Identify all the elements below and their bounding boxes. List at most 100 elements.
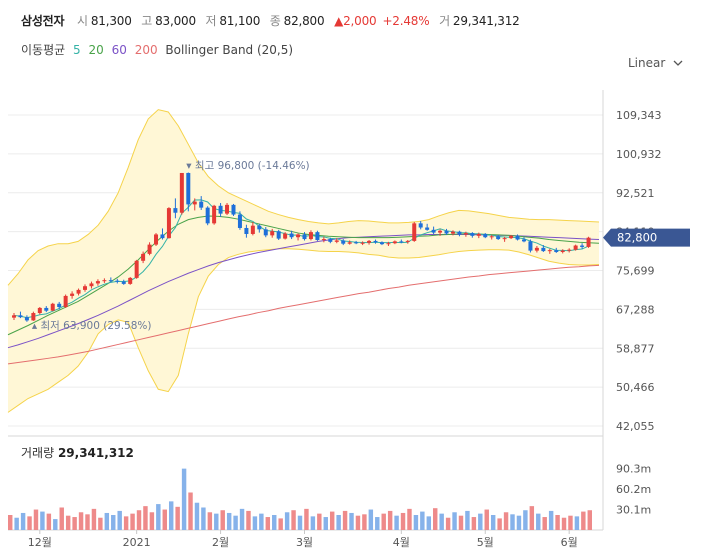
candle-body (580, 245, 585, 247)
ma60-legend[interactable]: 60 (111, 43, 127, 57)
volume-bar (349, 512, 354, 530)
volume-bar (387, 510, 393, 530)
volume-bar (33, 509, 39, 530)
volume-bar (336, 515, 341, 530)
volume-bar (574, 516, 580, 530)
volume-bar (168, 501, 174, 530)
candle-body (496, 236, 501, 240)
volume-bar (252, 516, 258, 530)
volume-bar (246, 510, 251, 530)
candle-body (276, 231, 281, 239)
candle-body (347, 242, 352, 244)
volume-bar (304, 508, 309, 530)
volume-bar (46, 513, 52, 530)
volume-bar (194, 502, 200, 530)
candles (12, 172, 591, 322)
volume-bar (14, 517, 19, 530)
volume-bar (400, 512, 406, 530)
candle-body (470, 233, 475, 236)
candle-body (418, 223, 423, 228)
ma200-line (7, 264, 600, 365)
candle-body (489, 236, 494, 238)
candle-body (50, 303, 55, 311)
candle-body (296, 234, 301, 238)
volume-bar (342, 510, 348, 530)
price-tick-label: 100,932 (616, 148, 662, 161)
ma20-legend[interactable]: 20 (88, 43, 104, 57)
volume-bar (272, 515, 277, 530)
candle-body (89, 283, 94, 287)
candle-body (354, 242, 359, 244)
volume-bar (104, 512, 110, 530)
volume-bar (297, 515, 303, 530)
scale-selector[interactable]: Linear (628, 56, 683, 70)
volume-bar (259, 513, 264, 530)
bollinger-legend[interactable]: Bollinger Band (20,5) (165, 43, 294, 57)
volume-bar (536, 513, 541, 530)
date-tick-label: 3월 (296, 536, 313, 549)
volume-bar (426, 516, 432, 530)
candle-body (341, 240, 346, 244)
candle-body (237, 214, 242, 228)
volume-title: 거래량 29,341,312 (21, 444, 134, 461)
volume-bar (548, 510, 554, 530)
volume-bar (555, 515, 560, 530)
price-change: 2,000 (343, 14, 377, 28)
candle-body (502, 238, 507, 240)
volume-bar (471, 517, 477, 530)
volume-bar (78, 512, 84, 530)
date-tick-label: 2월 (212, 536, 229, 549)
stock-name: 삼성전자 (21, 14, 65, 28)
volume-bar (497, 518, 502, 530)
volume-bar (220, 510, 225, 530)
candle-body (457, 231, 462, 235)
volume-bar (65, 515, 71, 530)
volume-bar (375, 517, 380, 530)
candle-body (244, 227, 249, 234)
volume-bar (568, 515, 573, 530)
candle-body (270, 231, 275, 236)
stock-header: 삼성전자 시 81,300 고 83,000 저 81,100 종 82,800 ▲2,… (21, 12, 526, 29)
candle-body (147, 244, 152, 254)
volume-bar (20, 512, 26, 530)
bollinger-fill (8, 109, 599, 413)
volume-bar (368, 509, 374, 530)
candle-body (425, 227, 430, 230)
volume-chart-label: 거래량 (21, 446, 55, 460)
volume-bar (181, 468, 187, 530)
price-tag-label: 82,800 (617, 231, 657, 245)
volume-bar (156, 504, 161, 530)
high-price: 83,000 (155, 14, 196, 28)
volume-bar (439, 513, 444, 530)
low-label: 저 (205, 14, 217, 28)
high-annotation: ▾ 최고 96,800 (-14.46%) (186, 160, 309, 172)
price-change-pct: +2.48% (382, 14, 430, 28)
candle-body (567, 249, 572, 251)
candle-body (399, 241, 404, 243)
volume-bar (239, 508, 245, 530)
candle-body (412, 223, 417, 241)
annotations: ▾ 최고 96,800 (-14.46%) ▴ 최저 63,900 (29.58%… (32, 160, 310, 332)
date-tick-label: 2021 (123, 536, 151, 549)
high-label: 고 (141, 14, 153, 28)
candle-body (289, 233, 294, 238)
candle-body (483, 233, 488, 238)
ma200-legend[interactable]: 200 (134, 43, 158, 57)
volume-chart-current: 29,341,312 (57, 446, 134, 460)
ma5-legend[interactable]: 5 (73, 43, 81, 57)
bollinger-band (7, 109, 600, 413)
candle-body (18, 315, 23, 318)
change-up-icon: ▲ (334, 14, 344, 28)
date-axis: 12월 2021 2월 3월 4월 5월 6월 (28, 530, 578, 549)
candle-body (476, 233, 481, 236)
price-tick-label: 58,877 (616, 342, 655, 355)
volume-bar (53, 519, 58, 530)
candle-body (308, 232, 313, 240)
volume-bar (490, 515, 496, 530)
chevron-down-icon (673, 60, 683, 66)
candle-body (199, 201, 204, 208)
price-tick-label: 67,288 (616, 303, 655, 316)
candle-body (328, 239, 333, 242)
price-tag-shape (603, 228, 690, 247)
